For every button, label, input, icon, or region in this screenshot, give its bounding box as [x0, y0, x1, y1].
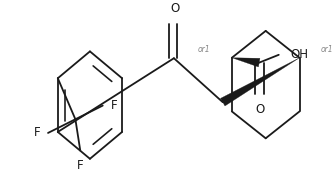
- Text: F: F: [77, 159, 84, 172]
- Text: F: F: [111, 99, 117, 112]
- Text: OH: OH: [291, 48, 309, 61]
- Text: or1: or1: [198, 46, 210, 55]
- Text: O: O: [170, 2, 179, 15]
- Polygon shape: [220, 58, 300, 106]
- Text: or1: or1: [321, 46, 334, 55]
- Polygon shape: [232, 58, 260, 67]
- Text: F: F: [34, 126, 40, 139]
- Text: O: O: [256, 103, 265, 116]
